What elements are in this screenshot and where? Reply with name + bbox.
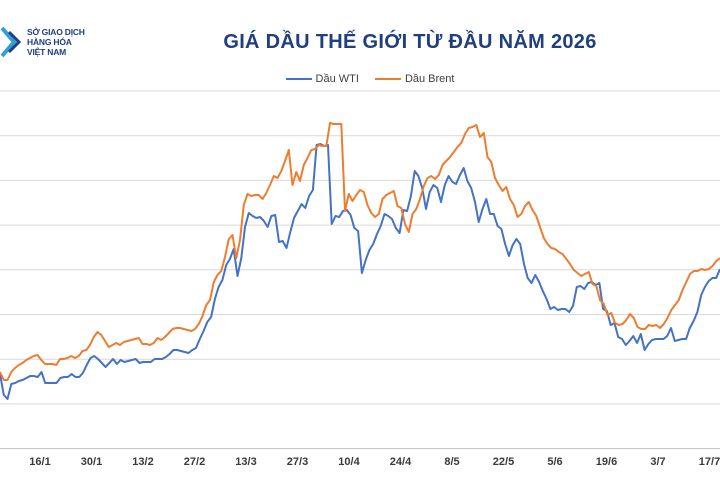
legend-label-wti: Dầu WTI bbox=[315, 73, 359, 85]
x-tick-label: 13/2 bbox=[132, 456, 153, 468]
legend-item-brent: Dầu Brent bbox=[374, 73, 455, 85]
x-tick-label: 5/6 bbox=[547, 456, 562, 468]
x-tick-label: 22/5 bbox=[493, 456, 514, 468]
logo-line-3: VIỆT NAM bbox=[27, 47, 67, 57]
x-tick-label: 27/2 bbox=[184, 456, 205, 468]
x-tick-label: 10/4 bbox=[338, 456, 360, 468]
legend-swatch-wti bbox=[285, 78, 312, 80]
x-tick-label: 3/7 bbox=[650, 456, 665, 468]
x-tick-label: 17/7 bbox=[699, 456, 720, 468]
series-line-wti bbox=[0, 143, 720, 400]
x-tick-label: 24/4 bbox=[390, 456, 412, 468]
x-tick-label: 30/1 bbox=[81, 456, 102, 468]
chart-title: GIÁ DẦU THẾ GIỚI TỪ ĐẦU NĂM 2026 bbox=[223, 31, 597, 53]
x-tick-label: 27/3 bbox=[287, 456, 308, 468]
chart-legend: Dầu WTI Dầu Brent bbox=[0, 73, 720, 85]
legend-item-wti: Dầu WTI bbox=[285, 73, 359, 85]
legend-label-brent: Dầu Brent bbox=[404, 73, 455, 85]
x-tick-label: 13/3 bbox=[235, 456, 256, 468]
x-tick-label: 8/5 bbox=[444, 456, 459, 468]
series-line-brent bbox=[0, 122, 720, 381]
logo-line-1: SỞ GIAO DỊCH bbox=[27, 27, 85, 37]
legend-swatch-brent bbox=[374, 78, 401, 80]
chevron-logo-icon bbox=[0, 26, 22, 58]
x-tick-label: 16/1 bbox=[29, 456, 50, 468]
logo-line-2: HÀNG HÓA bbox=[27, 37, 72, 47]
logo-text: SỞ GIAO DỊCH HÀNG HÓA VIỆT NAM bbox=[27, 27, 85, 57]
x-tick-label: 19/6 bbox=[596, 456, 617, 468]
logo: SỞ GIAO DỊCH HÀNG HÓA VIỆT NAM bbox=[0, 22, 110, 62]
